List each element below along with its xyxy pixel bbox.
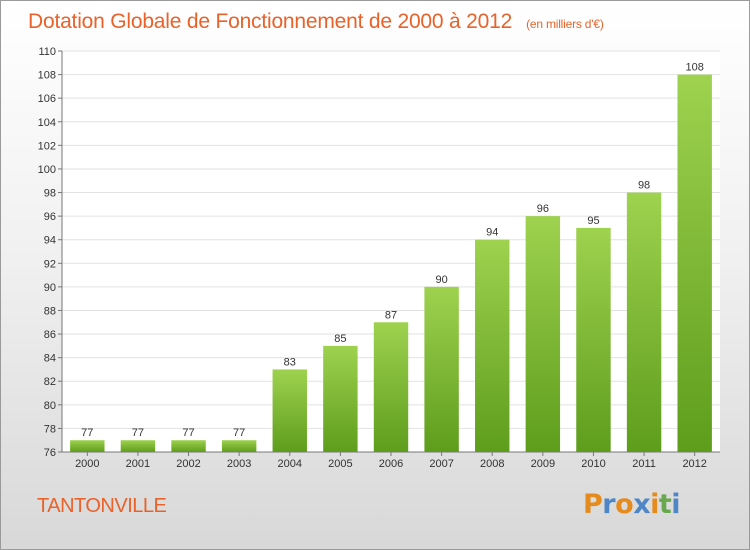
- x-tick-label: 2005: [328, 458, 352, 470]
- logo-letter: r: [602, 489, 616, 520]
- bar-value-label: 90: [435, 274, 447, 286]
- y-tick-label: 90: [44, 282, 56, 294]
- bar-value-label: 95: [587, 215, 599, 227]
- x-tick-label: 2009: [531, 458, 555, 470]
- y-tick-label: 100: [38, 164, 56, 176]
- x-tick-label: 2010: [581, 458, 605, 470]
- y-tick-label: 92: [44, 258, 56, 270]
- bar: [424, 286, 459, 452]
- y-tick-label: 110: [38, 46, 56, 58]
- bar-value-label: 83: [284, 356, 296, 368]
- y-tick-label: 98: [44, 188, 56, 200]
- bar: [70, 440, 105, 452]
- bar-value-label: 77: [182, 427, 194, 439]
- commune-name: TANTONVILLE: [37, 495, 167, 517]
- y-tick-label: 82: [44, 376, 56, 388]
- y-tick-label: 96: [44, 211, 56, 223]
- logo-letter: o: [615, 489, 634, 520]
- x-tick-label: 2000: [75, 458, 99, 470]
- y-tick-label: 80: [44, 400, 56, 412]
- y-tick-label: 84: [44, 353, 56, 365]
- bar-value-label: 85: [334, 333, 346, 345]
- logo-letter: i: [671, 489, 681, 520]
- bar: [171, 440, 206, 452]
- bar: [677, 74, 712, 453]
- chart-unit: (en milliers d'€): [526, 17, 604, 31]
- y-tick-label: 104: [38, 117, 56, 129]
- bar-value-label: 94: [486, 227, 498, 239]
- bar: [626, 192, 662, 452]
- y-tick-label: 76: [44, 447, 56, 459]
- bar: [576, 227, 611, 452]
- proxiti-logo: Proxiti: [583, 489, 681, 520]
- chart-title: Dotation Globale de Fonctionnement de 20…: [28, 10, 604, 34]
- bar: [475, 239, 510, 452]
- x-tick-label: 2008: [480, 458, 504, 470]
- bar: [221, 440, 257, 452]
- bar: [323, 345, 358, 452]
- y-tick-label: 94: [44, 235, 56, 247]
- y-tick-label: 78: [44, 423, 56, 435]
- y-tick-label: 86: [44, 329, 56, 341]
- bar: [120, 440, 156, 452]
- y-tick-label: 102: [38, 140, 56, 152]
- logo-letter: i: [650, 489, 659, 520]
- x-tick-label: 2003: [227, 458, 251, 470]
- bar: [272, 369, 307, 452]
- y-tick-label: 106: [38, 93, 56, 105]
- logo-letter: P: [583, 489, 603, 520]
- bar-value-label: 77: [132, 427, 144, 439]
- bar-value-label: 77: [81, 427, 93, 439]
- x-tick-label: 2012: [682, 458, 706, 470]
- chart-title-text: Dotation Globale de Fonctionnement de 20…: [28, 10, 513, 33]
- bar-value-label: 87: [385, 309, 397, 321]
- y-tick-label: 88: [44, 305, 56, 317]
- bar-value-label: 96: [537, 203, 549, 215]
- bar-value-label: 77: [233, 427, 245, 439]
- logo-letter: x: [633, 489, 651, 520]
- bar: [525, 216, 561, 452]
- y-tick-label: 108: [38, 70, 56, 82]
- x-tick-label: 2001: [126, 458, 150, 470]
- x-tick-label: 2004: [278, 458, 302, 470]
- x-tick-label: 2011: [632, 458, 656, 470]
- bar-value-label: 98: [638, 180, 650, 192]
- logo-letter: t: [658, 489, 672, 520]
- bar: [373, 322, 409, 452]
- x-tick-label: 2007: [429, 458, 453, 470]
- x-tick-label: 2002: [176, 458, 200, 470]
- bar-value-label: 108: [686, 62, 704, 74]
- x-tick-label: 2006: [379, 458, 403, 470]
